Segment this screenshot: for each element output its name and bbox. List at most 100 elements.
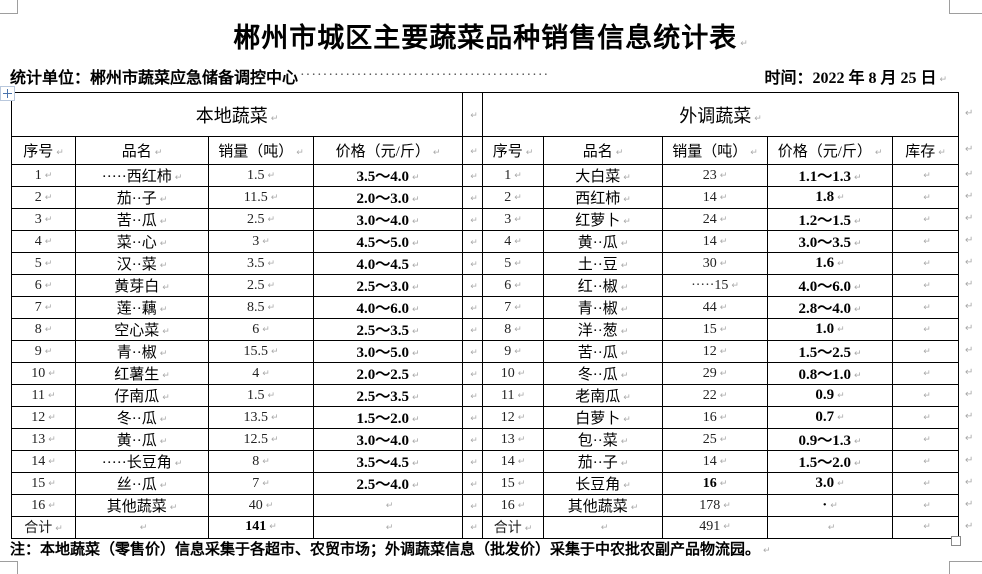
local-seq-cell[interactable]: 5 xyxy=(11,252,76,275)
import-name-cell[interactable]: 洋··葱 xyxy=(543,318,664,341)
local-name-cell[interactable]: 菜··心 xyxy=(75,230,209,253)
import-price-cell[interactable] xyxy=(767,516,894,539)
local-seq-cell[interactable]: 8 xyxy=(11,318,76,341)
import-volume-cell[interactable]: 12 xyxy=(662,340,769,363)
import-seq-cell[interactable]: 13 xyxy=(482,428,545,451)
page-title[interactable]: 郴州市城区主要蔬菜品种销售信息统计表 xyxy=(0,16,982,55)
import-stock-cell[interactable] xyxy=(892,428,960,451)
import-volume-cell[interactable]: 22 xyxy=(662,384,769,407)
import-volume-cell[interactable]: 16 xyxy=(662,472,769,495)
import-seq-cell[interactable]: 5 xyxy=(482,252,545,275)
import-price-cell[interactable]: 3.0～3.5 xyxy=(767,230,894,253)
import-seq-cell[interactable]: 2 xyxy=(482,186,545,209)
import-name-cell[interactable]: 大白菜 xyxy=(543,164,664,187)
import-name-cell[interactable]: 红··椒 xyxy=(543,274,664,297)
import-price-cell[interactable]: 2.8～4.0 xyxy=(767,296,894,319)
local-seq-cell[interactable]: 6 xyxy=(11,274,76,297)
local-volume-cell[interactable]: 11.5 xyxy=(208,186,314,209)
local-volume-cell[interactable]: 13.5 xyxy=(208,406,314,429)
local-price-cell[interactable]: 3.5～4.5 xyxy=(312,450,464,473)
local-name-cell[interactable]: 空心菜 xyxy=(75,318,209,341)
import-volume-cell[interactable]: 14 xyxy=(662,230,769,253)
local-volume-cell[interactable]: 2.5 xyxy=(208,274,314,297)
local-seq-cell[interactable]: 2 xyxy=(11,186,76,209)
import-price-cell[interactable]: 1.8 xyxy=(767,186,894,209)
local-seq-cell[interactable]: 11 xyxy=(11,384,76,407)
import-stock-cell[interactable] xyxy=(892,406,960,429)
import-price-cell[interactable]: 1.2～1.5 xyxy=(767,208,894,231)
local-price-cell[interactable]: 2.5～3.5 xyxy=(312,318,464,341)
local-seq-cell[interactable]: 15 xyxy=(11,472,76,495)
separator-cell[interactable] xyxy=(462,406,484,429)
local-price-cell[interactable] xyxy=(312,494,464,517)
local-name-cell[interactable]: 苦··瓜 xyxy=(75,208,209,231)
import-seq-cell[interactable]: 合计 xyxy=(482,516,545,539)
local-seq-cell[interactable]: 1 xyxy=(11,164,76,187)
local-seq-cell[interactable]: 7 xyxy=(11,296,76,319)
stat-unit-label[interactable]: 统计单位：郴州市蔬菜应急储备调控中心 xyxy=(10,70,299,87)
local-volume-cell[interactable]: 12.5 xyxy=(208,428,314,451)
import-seq-header[interactable]: 序号 xyxy=(482,136,545,165)
import-price-cell[interactable]: 0.9 xyxy=(767,384,894,407)
local-price-cell[interactable]: 2.5～4.0 xyxy=(312,472,464,495)
import-name-cell[interactable]: 白萝卜 xyxy=(543,406,664,429)
import-stock-header[interactable]: 库存 xyxy=(892,136,960,165)
import-stock-cell[interactable] xyxy=(892,208,960,231)
import-price-cell[interactable]: 0.9～1.3 xyxy=(767,428,894,451)
import-stock-cell[interactable] xyxy=(892,516,960,539)
local-volume-cell[interactable]: 8 xyxy=(208,450,314,473)
import-name-cell[interactable]: 冬··瓜 xyxy=(543,362,664,385)
import-volume-cell[interactable]: 14 xyxy=(662,450,769,473)
local-price-cell[interactable]: 3.0～4.0 xyxy=(312,428,464,451)
import-name-cell[interactable]: 红萝卜 xyxy=(543,208,664,231)
local-name-cell[interactable]: 红薯生 xyxy=(75,362,209,385)
local-volume-cell[interactable]: 141 xyxy=(208,516,314,539)
local-price-cell[interactable]: 3.5～4.0 xyxy=(312,164,464,187)
local-seq-cell[interactable]: 4 xyxy=(11,230,76,253)
local-volume-cell[interactable]: 2.5 xyxy=(208,208,314,231)
separator-cell[interactable] xyxy=(462,428,484,451)
local-name-cell[interactable]: ·····长豆角 xyxy=(75,450,209,473)
separator-header-cell[interactable] xyxy=(462,92,484,137)
local-price-header[interactable]: 价格（元/斤） xyxy=(312,136,464,165)
separator-header-cell[interactable] xyxy=(462,136,484,165)
local-volume-cell[interactable]: 8.5 xyxy=(208,296,314,319)
local-price-cell[interactable]: 2.0～2.5 xyxy=(312,362,464,385)
import-volume-cell[interactable]: 178 xyxy=(662,494,769,517)
import-stock-cell[interactable] xyxy=(892,384,960,407)
local-price-cell[interactable]: 2.5～3.5 xyxy=(312,384,464,407)
import-volume-cell[interactable]: 23 xyxy=(662,164,769,187)
separator-cell[interactable] xyxy=(462,450,484,473)
import-seq-cell[interactable]: 3 xyxy=(482,208,545,231)
local-volume-cell[interactable]: 3 xyxy=(208,230,314,253)
import-volume-cell[interactable]: 24 xyxy=(662,208,769,231)
import-price-header[interactable]: 价格（元/斤） xyxy=(767,136,894,165)
separator-cell[interactable] xyxy=(462,296,484,319)
import-stock-cell[interactable] xyxy=(892,296,960,319)
import-price-cell[interactable]: · xyxy=(767,494,894,517)
local-name-cell[interactable]: 其他蔬菜 xyxy=(75,494,209,517)
import-seq-cell[interactable]: 9 xyxy=(482,340,545,363)
import-price-cell[interactable]: 1.6 xyxy=(767,252,894,275)
local-price-cell[interactable]: 2.0～3.0 xyxy=(312,186,464,209)
local-name-cell[interactable]: 黄··瓜 xyxy=(75,428,209,451)
local-seq-cell[interactable]: 13 xyxy=(11,428,76,451)
import-price-cell[interactable]: 0.8～1.0 xyxy=(767,362,894,385)
local-name-cell[interactable] xyxy=(75,516,209,539)
import-volume-cell[interactable]: 25 xyxy=(662,428,769,451)
import-seq-cell[interactable]: 8 xyxy=(482,318,545,341)
import-volume-header[interactable]: 销量（吨） xyxy=(662,136,769,165)
local-price-cell[interactable]: 2.5～3.0 xyxy=(312,274,464,297)
separator-cell[interactable] xyxy=(462,274,484,297)
import-seq-cell[interactable]: 16 xyxy=(482,494,545,517)
import-stock-cell[interactable] xyxy=(892,186,960,209)
local-volume-cell[interactable]: 40 xyxy=(208,494,314,517)
local-seq-cell[interactable]: 合计 xyxy=(11,516,76,539)
local-price-cell[interactable]: 4.5～5.0 xyxy=(312,230,464,253)
local-seq-header[interactable]: 序号 xyxy=(11,136,76,165)
import-volume-cell[interactable]: 14 xyxy=(662,186,769,209)
separator-cell[interactable] xyxy=(462,164,484,187)
local-volume-cell[interactable]: 7 xyxy=(208,472,314,495)
local-volume-cell[interactable]: 1.5 xyxy=(208,164,314,187)
import-price-cell[interactable]: 4.0～6.0 xyxy=(767,274,894,297)
